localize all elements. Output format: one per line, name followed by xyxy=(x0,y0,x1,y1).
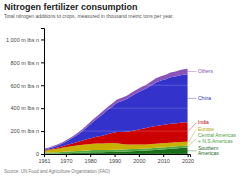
series-label-line: China xyxy=(198,95,211,101)
x-tick-mark xyxy=(115,154,116,157)
y-tick: 1,000 m lbs n xyxy=(6,37,44,43)
series-label: Others xyxy=(198,68,214,74)
y-axis-line xyxy=(41,29,45,155)
series-label: China xyxy=(198,95,211,101)
grid-line xyxy=(44,131,190,132)
series-label: Europe xyxy=(198,126,214,132)
y-axis: 0 200 m lbs n 400 m lbs n 600 m lbs n 800 m … xyxy=(6,29,45,158)
x-tick: 1961 xyxy=(38,154,50,164)
x-tick: 1990 xyxy=(109,154,121,164)
y-tick-label: 400 m lbs n xyxy=(11,105,39,111)
x-tick-label: 2020 xyxy=(182,158,194,164)
x-tick: 1980 xyxy=(85,154,97,164)
series-label: Southern Americas xyxy=(198,145,220,157)
y-tick-label: 200 m lbs n xyxy=(11,128,39,134)
area xyxy=(44,69,188,150)
leader-line xyxy=(188,71,197,72)
x-tick: 1970 xyxy=(60,154,72,164)
x-tick: 2000 xyxy=(133,154,145,164)
source: Source: UN Food and Agriculture Organiza… xyxy=(4,169,111,174)
plot: 0 200 m lbs n 400 m lbs n 600 m lbs n 800 m … xyxy=(6,29,238,164)
series-label-line: Americas xyxy=(198,150,219,156)
y-tick-mark xyxy=(41,154,44,155)
y-tick-label: 1,000 m lbs n xyxy=(6,37,39,43)
areas xyxy=(44,69,188,154)
x-tick-label: 1990 xyxy=(109,158,121,164)
x-tick-mark xyxy=(90,154,91,157)
y-tick-mark xyxy=(41,85,44,86)
x-tick-label: 1980 xyxy=(85,158,97,164)
series-label: India xyxy=(198,119,209,125)
series-label-line: + N.S.Americas xyxy=(198,138,233,144)
grid-line xyxy=(44,39,190,40)
x-tick-mark xyxy=(139,154,140,157)
x-tick: 2010 xyxy=(158,154,170,164)
leader-line xyxy=(188,98,197,99)
x-tick: 2020 xyxy=(182,154,194,164)
x-axis: 1961 1970 1980 1990 2000 2010 2020 xyxy=(38,154,194,164)
x-tick-mark xyxy=(66,154,67,157)
y-tick: 600 m lbs n xyxy=(11,83,44,89)
y-tick-mark xyxy=(41,108,44,109)
series-label: Central Americas + N.S.Americas xyxy=(198,132,237,144)
grid-line xyxy=(44,85,190,86)
series-label-line: India xyxy=(198,119,209,125)
grid-line xyxy=(44,62,190,63)
y-tick-mark xyxy=(41,39,44,40)
y-tick-mark xyxy=(41,131,44,132)
y-tick: 200 m lbs n xyxy=(11,128,44,134)
x-axis-line xyxy=(45,155,191,158)
leader-line xyxy=(188,150,197,151)
grid xyxy=(44,39,190,154)
y-tick-label: 800 m lbs n xyxy=(11,60,39,66)
grid-line xyxy=(44,108,190,109)
series-label-line: Others xyxy=(198,68,214,74)
series-label-line: Europe xyxy=(198,126,214,132)
y-tick: 0 xyxy=(36,151,44,157)
subtitle: Total nitrogen additions to crops, measu… xyxy=(4,13,174,19)
chart: Nitrogen fertilizer consumptionTotal nit… xyxy=(0,0,250,176)
x-tick-label: 2010 xyxy=(158,158,170,164)
leader-line xyxy=(188,123,197,132)
title: Nitrogen fertilizer consumption xyxy=(4,2,138,12)
y-tick-label: 600 m lbs n xyxy=(11,83,39,89)
x-tick-mark xyxy=(44,154,45,157)
x-tick-label: 1961 xyxy=(38,158,50,164)
leader-line xyxy=(188,139,197,147)
x-tick-mark xyxy=(163,154,164,157)
y-tick-mark xyxy=(41,62,44,63)
leader-line xyxy=(188,129,197,143)
y-tick: 800 m lbs n xyxy=(11,60,44,66)
y-tick: 400 m lbs n xyxy=(11,105,44,111)
x-tick-label: 2000 xyxy=(133,158,145,164)
area xyxy=(44,74,188,150)
x-tick-label: 1970 xyxy=(60,158,72,164)
series-labels: Southern AmericasCentral Americas + N.S.… xyxy=(188,68,238,156)
y-tick-label: 0 xyxy=(36,151,39,157)
x-tick-mark xyxy=(188,154,189,157)
